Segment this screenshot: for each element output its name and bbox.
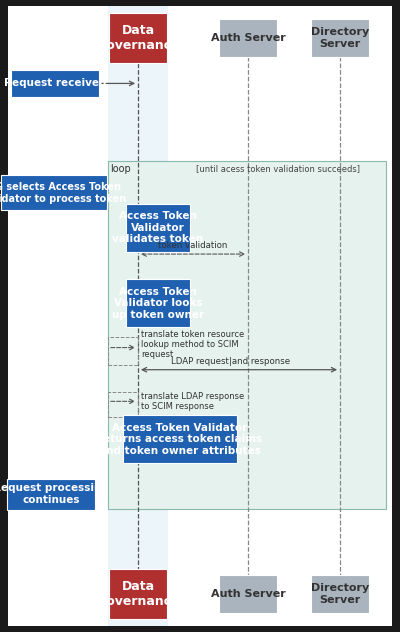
FancyBboxPatch shape (126, 279, 190, 327)
Bar (108, 161, 386, 509)
Text: [until acess token validation succeeds]: [until acess token validation succeeds] (196, 164, 360, 173)
FancyBboxPatch shape (109, 13, 167, 63)
Text: Request received: Request received (4, 78, 106, 88)
Text: Data
Governance: Data Governance (96, 580, 180, 608)
Text: Access Token
Validator
validates token: Access Token Validator validates token (112, 211, 204, 244)
Text: Access Token
Validator looks
up token owner: Access Token Validator looks up token ow… (112, 287, 204, 320)
Text: Directory
Server: Directory Server (311, 27, 369, 49)
Text: Access Token Validator
returns access token claims
and token owner attributes: Access Token Validator returns access to… (98, 423, 262, 456)
FancyBboxPatch shape (219, 575, 277, 613)
FancyBboxPatch shape (123, 415, 237, 463)
Text: translate LDAP response
to SCIM response: translate LDAP response to SCIM response (141, 392, 244, 411)
Bar (108, 392, 138, 417)
Text: Auth Server: Auth Server (211, 589, 285, 599)
FancyBboxPatch shape (311, 575, 369, 613)
Bar (108, 6, 168, 626)
FancyBboxPatch shape (219, 19, 277, 56)
FancyBboxPatch shape (126, 204, 190, 252)
FancyBboxPatch shape (7, 479, 95, 509)
FancyBboxPatch shape (11, 70, 99, 97)
Bar (108, 337, 138, 365)
Text: Request processing
continues: Request processing continues (0, 483, 109, 505)
Text: LDAP request|and response: LDAP request|and response (172, 357, 290, 366)
Text: token validation: token validation (158, 241, 228, 250)
Text: translate token resource
lookup method to SCIM
request: translate token resource lookup method t… (141, 329, 244, 360)
FancyBboxPatch shape (109, 569, 167, 619)
Text: Data
Governance: Data Governance (96, 24, 180, 52)
FancyBboxPatch shape (311, 19, 369, 56)
Text: DG selects Access Token
Validator to process token: DG selects Access Token Validator to pro… (0, 182, 127, 204)
Text: loop: loop (110, 164, 131, 174)
Text: Directory
Server: Directory Server (311, 583, 369, 605)
FancyBboxPatch shape (1, 175, 107, 210)
Text: Auth Server: Auth Server (211, 33, 285, 43)
